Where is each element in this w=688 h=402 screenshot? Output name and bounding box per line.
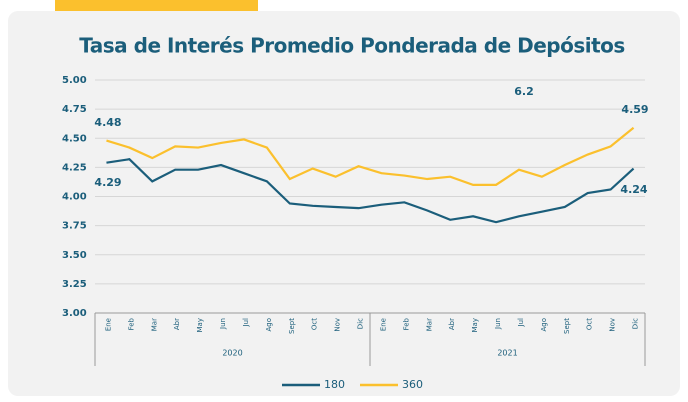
- x-tick-label: Jul: [517, 318, 525, 328]
- x-tick-label: Abr: [173, 318, 181, 330]
- y-tick-label: 4.75: [62, 104, 87, 115]
- line-series: [106, 126, 635, 186]
- group-label: 2020: [222, 349, 242, 358]
- x-tick-label: Ago: [265, 318, 273, 332]
- x-tick-label: Nov: [609, 318, 617, 332]
- x-tick-label: Ene: [379, 318, 387, 331]
- y-tick-label: 4.25: [62, 162, 87, 173]
- group-label: 2021: [497, 349, 517, 358]
- x-tick-label: Oct: [311, 318, 319, 330]
- chart-title: Tasa de Interés Promedio Ponderada de De…: [79, 34, 625, 58]
- annotation: 4.48: [94, 116, 121, 129]
- y-tick-label: 3.75: [62, 221, 87, 232]
- annotation: 4.29: [94, 176, 121, 189]
- x-tick-label: Ago: [540, 318, 548, 332]
- annotation: 4.24: [620, 183, 647, 196]
- y-tick-label: 3.50: [62, 250, 87, 261]
- x-tick-label: Ene: [104, 318, 112, 331]
- x-tick-label: Jun: [219, 318, 227, 330]
- x-tick-label: Sept: [563, 318, 571, 334]
- annotation: 6.2: [514, 85, 534, 98]
- legend-label: 360: [402, 378, 423, 391]
- y-tick-label: 3.25: [62, 279, 87, 290]
- card: [8, 11, 680, 396]
- x-tick-label: Dic: [357, 318, 365, 329]
- x-tick-label: Jul: [242, 318, 250, 328]
- line-series: [106, 158, 635, 224]
- x-tick-label: May: [196, 318, 204, 332]
- x-tick-label: Feb: [402, 317, 410, 330]
- y-tick-label: 5.00: [62, 75, 87, 86]
- x-tick-label: Nov: [334, 318, 342, 332]
- x-tick-label: Oct: [586, 318, 594, 330]
- x-tick-label: Mar: [150, 318, 158, 331]
- y-tick-label: 4.50: [62, 133, 87, 144]
- y-tick-label: 3.00: [62, 308, 87, 319]
- x-tick-label: May: [471, 318, 479, 332]
- x-tick-label: Sept: [288, 318, 296, 334]
- x-tick-label: Abr: [448, 318, 456, 330]
- y-tick-label: 4.00: [62, 192, 87, 203]
- annotation: 4.59: [621, 103, 648, 116]
- x-tick-label: Feb: [127, 317, 135, 330]
- legend-label: 180: [324, 378, 345, 391]
- x-tick-label: Dic: [632, 318, 640, 329]
- header-tab: [55, 0, 258, 11]
- x-tick-label: Mar: [425, 318, 433, 331]
- x-tick-label: Jun: [494, 318, 502, 330]
